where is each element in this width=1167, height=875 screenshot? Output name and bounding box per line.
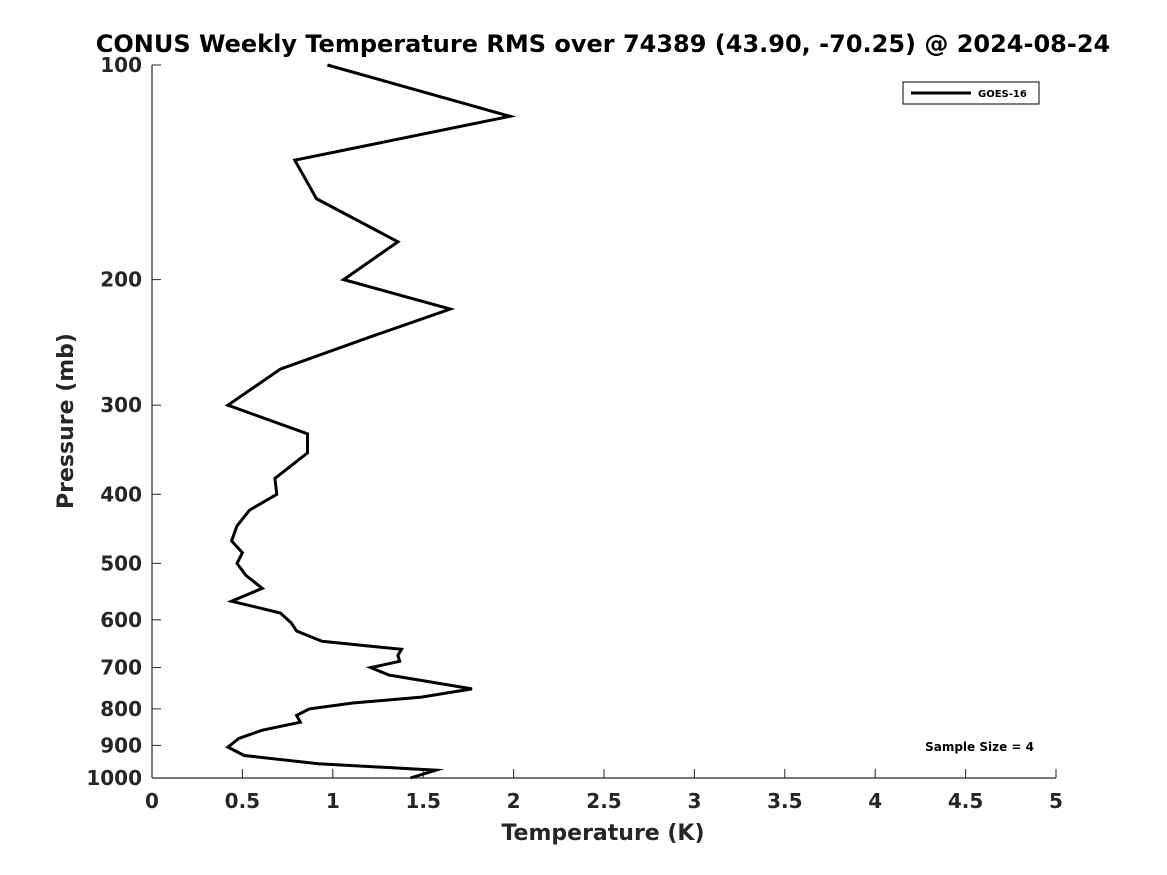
x-tick-label: 5	[1049, 789, 1063, 813]
x-tick-label: 1.5	[405, 789, 440, 813]
x-tick-label: 0.5	[225, 789, 260, 813]
sample-size-annotation: Sample Size = 4	[925, 740, 1034, 754]
x-tick-label: 4	[868, 789, 882, 813]
y-tick-label: 900	[100, 733, 142, 757]
y-tick-label: 200	[100, 268, 142, 292]
y-axis-label: Pressure (mb)	[54, 333, 79, 509]
series-line-goes-16	[224, 63, 517, 780]
y-tick-label: 800	[100, 697, 142, 721]
x-tick-label: 4.5	[948, 789, 983, 813]
y-tick-label: 400	[100, 482, 142, 506]
y-tick-label: 1000	[86, 766, 142, 790]
x-axis-label: Temperature (K)	[501, 821, 704, 846]
legend-label-goes-16: GOES-16	[978, 89, 1027, 100]
plot-lines	[224, 63, 517, 780]
legend: GOES-16	[902, 81, 1040, 105]
x-tick-label: 0	[145, 789, 159, 813]
x-tick-label: 3.5	[767, 789, 802, 813]
y-tick-label: 500	[100, 551, 142, 575]
y-tick-label: 600	[100, 608, 142, 632]
axes	[151, 65, 1056, 779]
x-tick-label: 2	[507, 789, 521, 813]
ticks: 0 0.5 1 1.5 2 2.5 3 3.5 4 4.5 5 100 200 300 400 500 600 7…	[86, 53, 1063, 813]
x-tick-label: 3	[687, 789, 701, 813]
chart-title: CONUS Weekly Temperature RMS over 74389 …	[96, 30, 1110, 58]
y-tick-label: 700	[100, 656, 142, 680]
y-tick-label: 300	[100, 393, 142, 417]
x-tick-label: 1	[326, 789, 340, 813]
x-tick-label: 2.5	[586, 789, 621, 813]
y-tick-label: 100	[100, 53, 142, 77]
